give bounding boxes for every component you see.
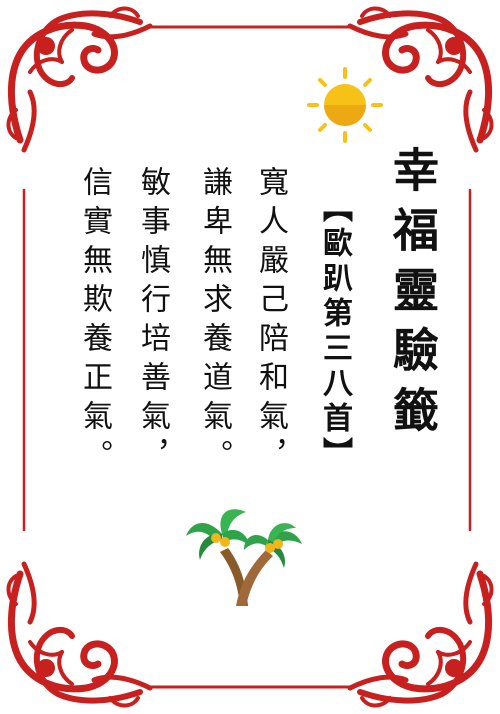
poem-line-2: 謙卑無求養道氣。 [197,166,232,478]
corner-bottom-left-icon [9,564,151,706]
frame-lines [22,25,472,689]
corner-bottom-right-icon [350,564,492,706]
poem-line-3: 敏事慎行培善氣， [135,166,170,478]
page-title: 幸福靈驗籤 [386,146,440,446]
corner-top-left-icon [9,9,151,151]
poem-line-4: 信實無欺養正氣。 [77,166,112,478]
fortune-number: 【歐趴第三八首】 [317,192,352,472]
palm-tree-icon [186,509,302,606]
sun-icon [307,67,383,143]
poem-line-1: 寬人嚴己陪和氣， [253,166,288,478]
